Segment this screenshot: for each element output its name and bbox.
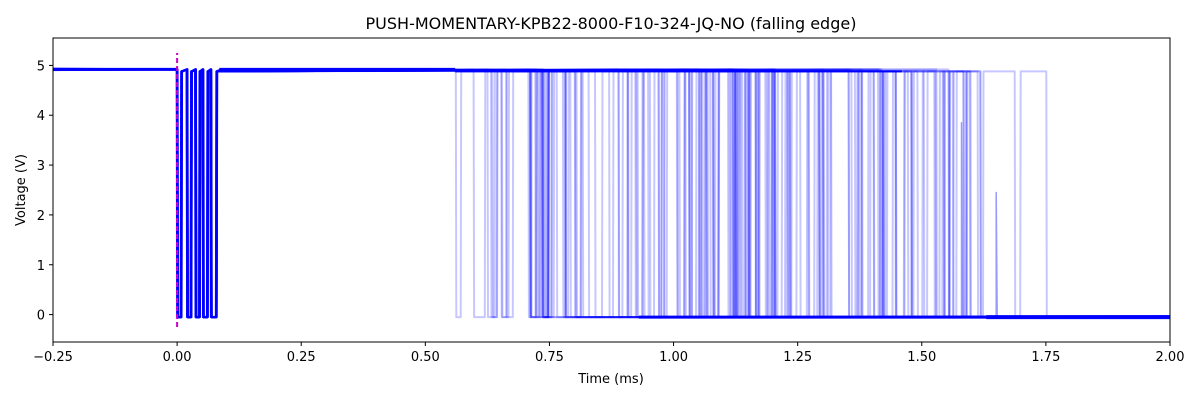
y-axis: 0 1 2 3 4 5 (37, 59, 53, 324)
outlier-spike (960, 121, 964, 318)
y-tick-label: 4 (37, 109, 45, 124)
y-axis-label: Voltage (V) (14, 154, 29, 226)
plot-frame (52, 37, 1171, 343)
x-tick-label: 0.50 (411, 350, 440, 365)
x-axis: −0.25 0.00 0.25 0.50 0.75 1.00 1.25 1.50 1.75 2.0… (33, 342, 1184, 365)
y-tick-label: 3 (37, 159, 45, 174)
x-tick-label: 1.50 (907, 350, 936, 365)
x-tick-label: 0.00 (163, 350, 192, 365)
x-tick-label: 0.75 (535, 350, 564, 365)
y-tick-label: 0 (37, 309, 45, 324)
x-tick-label: 1.25 (783, 350, 812, 365)
chart-title: PUSH-MOMENTARY-KPB22-8000-F10-324-JQ-NO … (366, 14, 857, 33)
x-axis-label: Time (ms) (577, 372, 644, 387)
outlier-spike (995, 191, 998, 318)
y-tick-label: 5 (37, 59, 45, 74)
plot-area (53, 52, 1170, 328)
x-tick-label: 0.25 (287, 350, 316, 365)
x-tick-label: 1.75 (1031, 350, 1060, 365)
x-tick-label: −0.25 (33, 350, 73, 365)
y-tick-label: 2 (37, 209, 45, 224)
x-tick-label: 2.00 (1156, 350, 1185, 365)
initial-bounce-line (53, 68, 223, 319)
x-tick-label: 1.00 (659, 350, 688, 365)
y-tick-label: 1 (37, 259, 45, 274)
traces (53, 67, 1170, 320)
